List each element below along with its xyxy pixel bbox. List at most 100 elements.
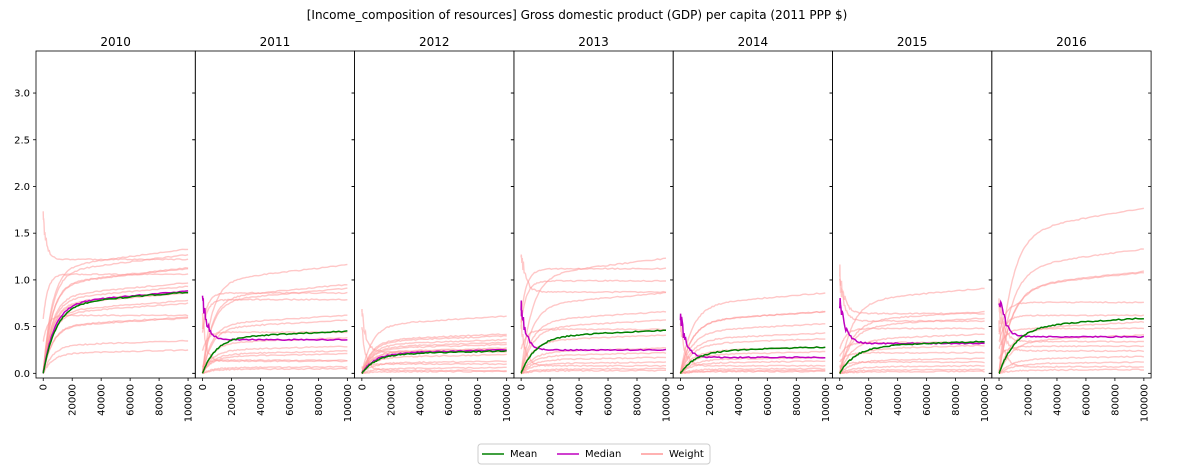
panel-frame	[35, 50, 196, 379]
weight-line	[201, 298, 348, 333]
weight-line	[520, 361, 667, 374]
weight-line	[839, 360, 985, 370]
weight-line	[361, 366, 507, 374]
weight-line	[998, 207, 1145, 374]
panel-lines	[42, 211, 189, 374]
weight-line	[839, 368, 985, 375]
weight-line	[361, 360, 507, 375]
weight-line	[361, 370, 507, 375]
weight-line	[42, 314, 189, 342]
mean-line	[42, 291, 189, 374]
x-tick-label: 100000	[821, 384, 832, 422]
panel-title: 2016	[1056, 35, 1087, 49]
mean-line	[361, 349, 507, 374]
weight-line	[998, 248, 1144, 374]
weight-line	[520, 279, 666, 323]
weight-line	[998, 320, 1144, 369]
weight-line	[201, 367, 348, 375]
weight-line	[839, 364, 985, 375]
weight-line	[201, 263, 348, 374]
panel-2011: 2011 0 20000 40000 60000 80000 100000	[192, 35, 356, 422]
weight-line	[839, 278, 985, 323]
x-tick-label: 60000	[444, 384, 455, 416]
weight-line	[361, 341, 507, 374]
y-tick-label: 1.5	[14, 229, 30, 240]
weight-line	[42, 339, 189, 374]
x-tick-label: 0	[835, 384, 846, 390]
x-tick-label: 40000	[256, 384, 267, 416]
weight-line	[998, 302, 1145, 353]
x-tick-label: 0	[357, 384, 368, 390]
x-tick-label: 60000	[285, 384, 296, 416]
x-tick-label: 40000	[1052, 384, 1063, 416]
x-tick-label: 20000	[1024, 384, 1035, 416]
median-line	[998, 299, 1145, 339]
y-tick-label: 0.0	[14, 369, 30, 380]
x-tick-label: 20000	[227, 384, 238, 416]
panel-title: 2015	[897, 35, 928, 49]
weight-line	[361, 334, 507, 374]
weight-line	[679, 322, 826, 368]
weight-line	[679, 292, 826, 374]
x-tick-label: 60000	[604, 384, 615, 416]
weight-line	[998, 301, 1144, 335]
panel-2015: 2015 0 20000 40000 60000 80000 100000	[829, 35, 993, 422]
panel-lines	[998, 207, 1145, 375]
panel-lines	[201, 263, 348, 375]
weight-line	[839, 351, 985, 363]
x-tick-label: 100000	[343, 384, 354, 422]
x-tick-label: 40000	[575, 384, 586, 416]
median-line	[201, 295, 348, 341]
weight-line	[201, 319, 348, 374]
panel-2012: 2012 0 20000 40000 60000 80000 100000	[351, 35, 515, 422]
panel-title: 2013	[578, 35, 609, 49]
weight-line	[679, 323, 826, 374]
mean-line	[201, 330, 348, 374]
y-tick-label: 3.0	[14, 89, 30, 100]
panel-title: 2014	[738, 35, 769, 49]
x-tick-label: 60000	[1081, 384, 1092, 416]
legend-mean-label: Mean	[510, 449, 537, 460]
weight-line	[520, 356, 667, 374]
weight-line	[679, 332, 826, 374]
y-tick-label: 2.5	[14, 135, 30, 146]
panel-2016: 2016 0 20000 40000 60000 80000 100000	[988, 35, 1152, 422]
weight-line	[520, 257, 667, 374]
weight-line	[42, 248, 189, 374]
weight-line	[839, 333, 985, 374]
weight-line	[839, 327, 985, 350]
panel-frame	[991, 50, 1152, 379]
chart-title: [Income_composition of resources] Gross …	[307, 8, 848, 22]
median-line	[42, 290, 189, 374]
x-tick-label: 100000	[184, 384, 195, 422]
weight-line	[201, 314, 348, 374]
panel-frame	[672, 50, 833, 379]
legend: Mean Median Weight	[477, 443, 711, 465]
mean-line	[679, 346, 826, 375]
weight-line	[520, 254, 667, 294]
weight-line	[520, 267, 667, 316]
x-tick-label: 80000	[951, 384, 962, 416]
x-tick-label: 60000	[126, 384, 137, 416]
x-tick-label: 40000	[415, 384, 426, 416]
weight-line	[998, 368, 1144, 374]
x-tick-label: 80000	[1110, 384, 1121, 416]
weight-line	[520, 319, 667, 374]
panel-lines	[838, 264, 985, 375]
weight-line	[202, 352, 348, 374]
weight-line	[680, 367, 826, 375]
weight-line	[42, 349, 189, 374]
x-tick-label: 0	[995, 384, 1006, 390]
weight-line	[201, 349, 348, 374]
weight-line	[679, 370, 826, 375]
panel-2014: 2014 0 20000 40000 60000 80000 100000	[670, 35, 833, 422]
weight-line	[202, 365, 348, 375]
weight-line	[201, 330, 348, 351]
weight-line	[42, 316, 189, 374]
weight-line	[839, 264, 985, 315]
panel-lines	[679, 292, 826, 375]
weight-line	[679, 310, 826, 374]
weight-line	[42, 211, 189, 261]
weight-line	[839, 317, 985, 374]
mean-line	[998, 317, 1144, 375]
